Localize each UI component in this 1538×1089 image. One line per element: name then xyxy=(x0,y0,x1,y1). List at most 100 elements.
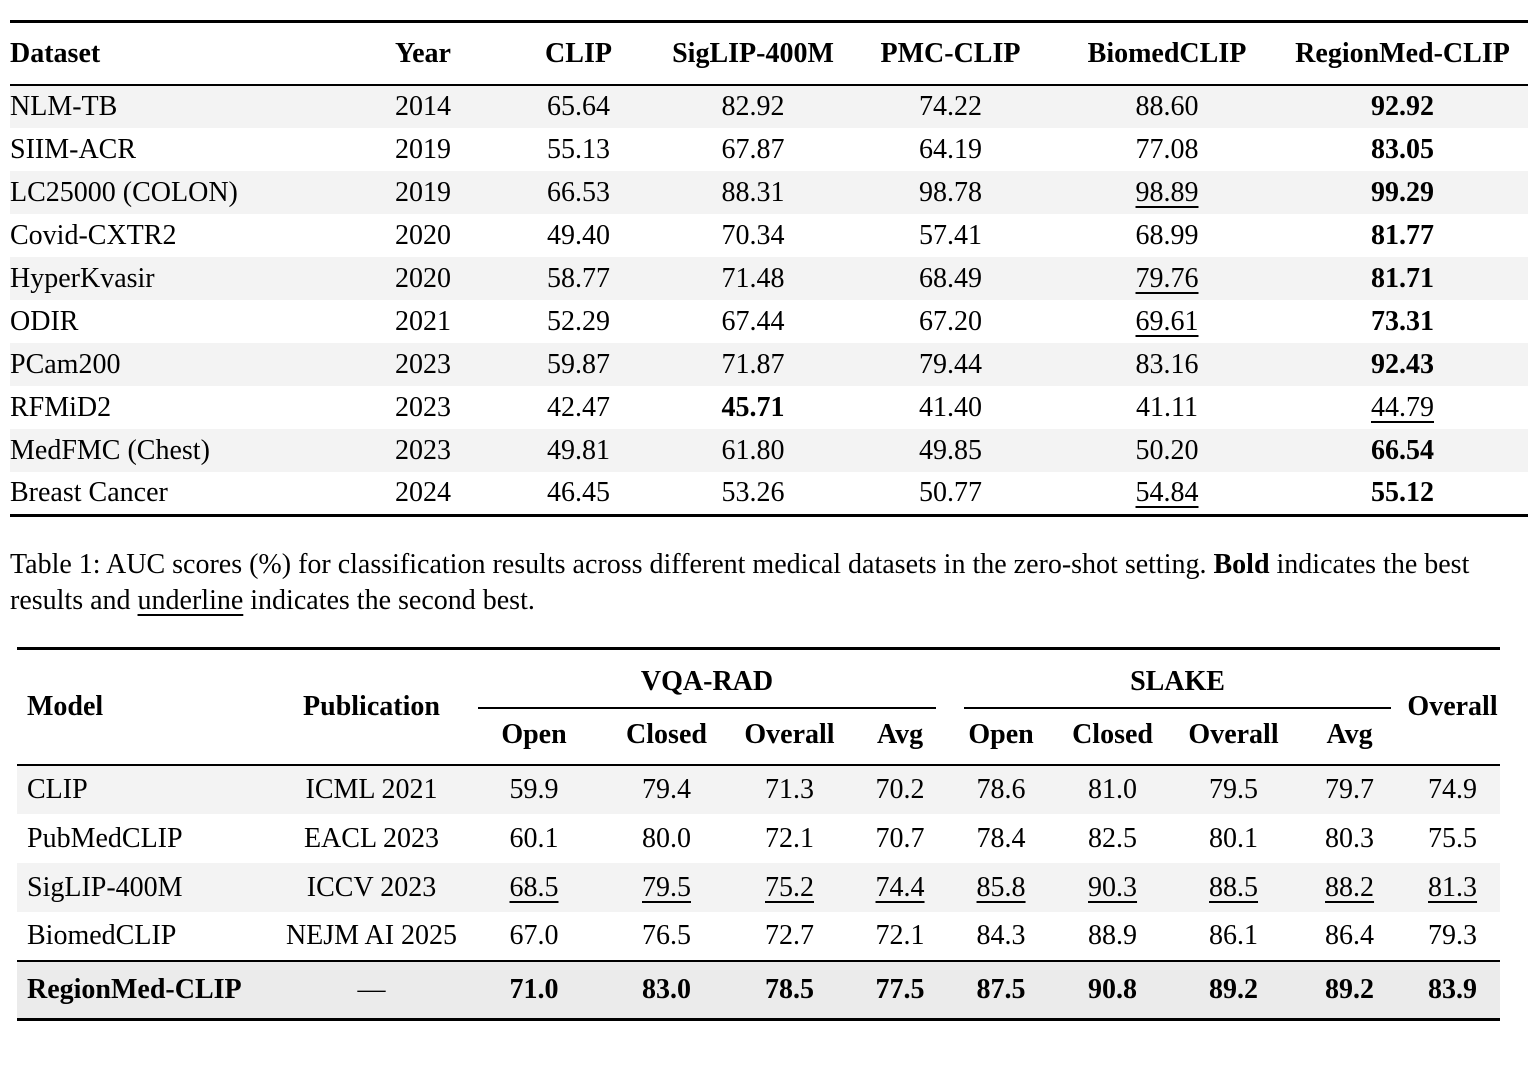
score-cell: 49.85 xyxy=(919,434,982,466)
publication-cell: NEJM AI 2025 xyxy=(285,920,458,952)
score-cell: 79.76 xyxy=(1135,262,1199,294)
score-cell: 53.26 xyxy=(721,476,785,508)
caption-segment: indicates the second best. xyxy=(243,584,535,616)
score-cell: 69.61 xyxy=(1135,305,1199,337)
column-header-vqa-overall: Overall xyxy=(744,719,835,751)
table-row: SigLIP-400M ICCV 2023 68.5 79.5 75.2 74.4 85.8… xyxy=(17,863,1501,913)
score-cell: 68.99 xyxy=(1135,219,1199,251)
score-cell: 92.43 xyxy=(1371,348,1434,380)
score-cell: 50.20 xyxy=(1135,434,1199,466)
score-cell: 50.77 xyxy=(919,476,982,508)
score-cell: 65.64 xyxy=(547,91,610,123)
score-cell: 88.5 xyxy=(1209,871,1259,903)
score-cell: 58.77 xyxy=(547,262,610,294)
dataset-cell: Breast Cancer xyxy=(10,476,168,508)
score-cell: 81.0 xyxy=(1088,774,1138,806)
score-cell: 79.44 xyxy=(919,348,982,380)
score-cell: 77.5 xyxy=(875,973,925,1005)
column-header-publication: Publication xyxy=(303,691,440,722)
score-cell: 81.71 xyxy=(1371,262,1434,294)
score-cell: 90.3 xyxy=(1088,871,1138,903)
table-row: CLIP ICML 2021 59.9 79.4 71.3 70.2 78.6 81.0 79.… xyxy=(17,765,1501,815)
score-cell: 68.5 xyxy=(509,871,559,903)
table-row: SIIM-ACR 2019 55.13 67.87 64.19 77.08 83.05 xyxy=(10,128,1528,171)
table-row: RegionMed-CLIP — 71.0 83.0 78.5 77.5 87.5 90.8 8… xyxy=(17,961,1501,1020)
score-cell: 44.79 xyxy=(1371,391,1434,423)
score-cell: 71.0 xyxy=(509,973,559,1005)
score-cell: 59.9 xyxy=(509,774,559,806)
score-cell: 82.92 xyxy=(721,91,785,123)
score-cell: 72.1 xyxy=(765,822,814,854)
column-header-regionmed-clip: RegionMed-CLIP xyxy=(1277,21,1528,87)
score-cell: 98.78 xyxy=(919,176,982,208)
score-cell: 83.0 xyxy=(642,973,691,1005)
score-cell: 79.3 xyxy=(1428,920,1478,952)
score-cell: 74.4 xyxy=(875,871,925,903)
year-cell: 2023 xyxy=(395,434,451,466)
score-cell: 70.7 xyxy=(875,822,925,854)
score-cell: 59.87 xyxy=(547,348,610,380)
score-cell: 49.81 xyxy=(547,434,610,466)
score-cell: 99.29 xyxy=(1371,176,1434,208)
table-row: PubMedCLIP EACL 2023 60.1 80.0 72.1 70.7 78.4 8… xyxy=(17,814,1500,863)
score-cell: 72.7 xyxy=(765,920,814,952)
caption-segment: indicates the best results and xyxy=(10,548,1470,616)
score-cell: 77.08 xyxy=(1135,133,1199,165)
dataset-cell: NLM-TB xyxy=(10,91,118,123)
table-row: HyperKvasir 2020 58.77 71.48 68.49 79.76 81.71 xyxy=(10,257,1528,301)
score-cell: 84.3 xyxy=(976,920,1026,952)
column-header-vqa-open: Open xyxy=(501,719,567,751)
score-cell: 80.3 xyxy=(1325,822,1375,854)
score-cell: 49.40 xyxy=(547,219,610,251)
column-header-slake-overall: Overall xyxy=(1188,719,1279,751)
table-row: LC25000 (COLON) 2019 66.53 88.31 98.78 98.89 9… xyxy=(10,171,1528,215)
publication-cell: — xyxy=(357,973,386,1005)
dataset-cell: MedFMC (Chest) xyxy=(10,434,210,466)
caption-segment: Bold xyxy=(1213,548,1270,580)
score-cell: 79.5 xyxy=(642,871,691,903)
dataset-cell: Covid-CXTR2 xyxy=(10,219,177,251)
year-cell: 2020 xyxy=(395,262,451,294)
score-cell: 74.22 xyxy=(919,91,982,123)
score-cell: 81.3 xyxy=(1428,871,1478,903)
score-cell: 67.44 xyxy=(721,305,785,337)
year-cell: 2019 xyxy=(395,133,451,165)
column-header-slake-closed: Closed xyxy=(1072,719,1153,751)
score-cell: 41.40 xyxy=(919,391,982,423)
header-row: Dataset Year CLIP SigLIP-400M PMC-CLIP B… xyxy=(10,21,1528,87)
table-row: Breast Cancer 2024 46.45 53.26 50.77 54.84 55.… xyxy=(10,472,1528,515)
year-cell: 2014 xyxy=(395,91,451,123)
model-cell: CLIP xyxy=(27,774,88,806)
score-cell: 72.1 xyxy=(875,920,925,952)
column-header-vqa-avg: Avg xyxy=(876,719,924,751)
score-cell: 46.45 xyxy=(547,476,610,508)
table-row: PCam200 2023 59.87 71.87 79.44 83.16 92.43 xyxy=(10,343,1528,387)
score-cell: 85.8 xyxy=(976,871,1026,903)
year-cell: 2023 xyxy=(395,348,451,380)
year-cell: 2019 xyxy=(395,176,451,208)
caption-segment: Table 1: AUC scores (%) for classificati… xyxy=(10,548,1214,580)
score-cell: 88.9 xyxy=(1088,920,1138,952)
model-cell: RegionMed-CLIP xyxy=(27,973,242,1005)
score-cell: 98.89 xyxy=(1135,176,1199,208)
score-cell: 82.5 xyxy=(1088,822,1138,854)
table-row: ODIR 2021 52.29 67.44 67.20 69.61 73.31 xyxy=(10,300,1528,343)
model-cell: BiomedCLIP xyxy=(27,920,177,952)
score-cell: 67.0 xyxy=(509,920,559,952)
score-cell: 61.80 xyxy=(721,434,785,466)
score-cell: 83.16 xyxy=(1135,348,1199,380)
year-cell: 2024 xyxy=(395,476,451,508)
score-cell: 71.48 xyxy=(721,262,785,294)
score-cell: 79.7 xyxy=(1325,774,1375,806)
score-cell: 70.2 xyxy=(875,774,925,806)
dataset-cell: RFMiD2 xyxy=(10,391,112,423)
score-cell: 71.87 xyxy=(721,348,785,380)
score-cell: 71.3 xyxy=(765,774,814,806)
score-cell: 86.4 xyxy=(1325,920,1375,952)
column-group-slake: SLAKE xyxy=(950,648,1405,710)
score-cell: 83.9 xyxy=(1428,973,1478,1005)
score-cell: 80.1 xyxy=(1209,822,1259,854)
zero-shot-table-body: NLM-TB 2014 65.64 82.92 74.22 88.60 92.92 SIIM-… xyxy=(10,85,1528,515)
score-cell: 45.71 xyxy=(721,391,785,423)
table1-caption: Table 1: AUC scores (%) for classificati… xyxy=(10,547,1528,619)
